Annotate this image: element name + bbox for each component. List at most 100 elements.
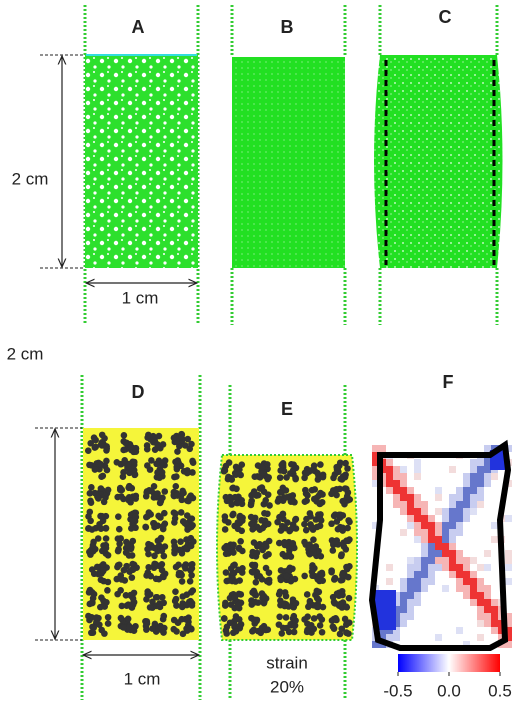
- particle: [318, 571, 326, 578]
- map-cell: [393, 599, 400, 606]
- map-cell: [470, 529, 477, 536]
- particle: [317, 461, 324, 468]
- particle: [313, 603, 321, 611]
- map-cell: [484, 473, 491, 480]
- map-cell: [470, 613, 477, 620]
- map-cell: [491, 529, 498, 536]
- particle: [161, 509, 168, 517]
- particle: [93, 563, 101, 571]
- particle: [187, 542, 195, 550]
- map-cell: [400, 557, 407, 564]
- map-cell: [442, 592, 449, 599]
- map-cell: [449, 613, 456, 620]
- particle: [88, 484, 95, 491]
- map-cell: [477, 459, 484, 466]
- map-cell: [400, 585, 407, 592]
- map-cell: [428, 543, 435, 550]
- particle: [130, 458, 138, 466]
- map-cell: [477, 501, 484, 508]
- particle: [345, 594, 353, 602]
- map-cell: [428, 487, 435, 494]
- map-cell: [484, 550, 491, 557]
- particle: [234, 525, 242, 533]
- map-cell: [477, 515, 484, 522]
- map-cell: [428, 536, 435, 543]
- particle: [226, 594, 234, 602]
- particle: [248, 497, 256, 505]
- map-cell: [400, 466, 407, 473]
- map-cell: [484, 522, 491, 529]
- particle: [337, 600, 344, 608]
- particle: [284, 567, 292, 574]
- particle: [339, 571, 346, 579]
- map-cell: [386, 634, 393, 641]
- particle: [188, 440, 195, 448]
- particle: [234, 601, 242, 609]
- map-cell: [421, 599, 428, 606]
- map-cell: [386, 571, 393, 578]
- particle: [150, 544, 158, 552]
- map-cell: [386, 627, 393, 634]
- map-cell: [491, 536, 498, 543]
- map-cell: [442, 480, 449, 487]
- particle: [275, 621, 283, 628]
- map-cell: [421, 641, 428, 648]
- map-cell: [421, 620, 428, 627]
- map-cell: [372, 529, 379, 536]
- map-cell: [407, 599, 414, 606]
- map-cell: [456, 494, 463, 501]
- particle: [237, 471, 245, 479]
- map-cell: [386, 473, 393, 480]
- map-cell: [400, 445, 407, 452]
- map-cell: [393, 445, 400, 452]
- map-cell: [456, 522, 463, 529]
- particle: [86, 461, 93, 469]
- particle: [143, 618, 151, 625]
- map-cell: [407, 487, 414, 494]
- map-cell: [449, 543, 456, 550]
- map-cell: [414, 564, 421, 571]
- map-cell: [435, 543, 442, 550]
- map-cell: [400, 543, 407, 550]
- particle: [185, 497, 192, 505]
- panel-c: C: [374, 5, 503, 325]
- map-cell: [414, 634, 421, 641]
- map-cell: [463, 445, 470, 452]
- particle: [341, 485, 349, 492]
- map-cell: [428, 599, 435, 606]
- panel-d: 2 cm 1 cm D: [7, 344, 202, 700]
- map-cell: [421, 522, 428, 529]
- map-cell: [407, 641, 414, 648]
- map-cell: [477, 445, 484, 452]
- map-cell: [484, 578, 491, 585]
- particle: [249, 628, 256, 635]
- map-cell: [386, 522, 393, 529]
- particle: [227, 474, 235, 482]
- map-cell: [491, 550, 498, 557]
- particle: [222, 627, 230, 634]
- map-cell: [470, 473, 477, 480]
- particle: [151, 552, 158, 560]
- particle: [252, 578, 260, 586]
- map-cell: [379, 550, 386, 557]
- particle: [90, 624, 98, 631]
- map-cell: [442, 599, 449, 606]
- map-cell: [442, 473, 449, 480]
- map-cell: [414, 620, 421, 627]
- map-cell: [393, 494, 400, 501]
- particle: [309, 566, 317, 573]
- map-cell: [393, 529, 400, 536]
- map-cell: [484, 480, 491, 487]
- particle: [103, 466, 111, 474]
- map-cell: [407, 515, 414, 522]
- particle: [171, 549, 178, 557]
- map-cell: [477, 620, 484, 627]
- particle: [171, 515, 179, 522]
- map-cell: [505, 543, 512, 550]
- particle: [221, 526, 229, 533]
- particle: [178, 434, 185, 441]
- map-cell: [435, 487, 442, 494]
- particle: [307, 622, 314, 629]
- particle: [187, 561, 195, 569]
- particle: [261, 510, 268, 517]
